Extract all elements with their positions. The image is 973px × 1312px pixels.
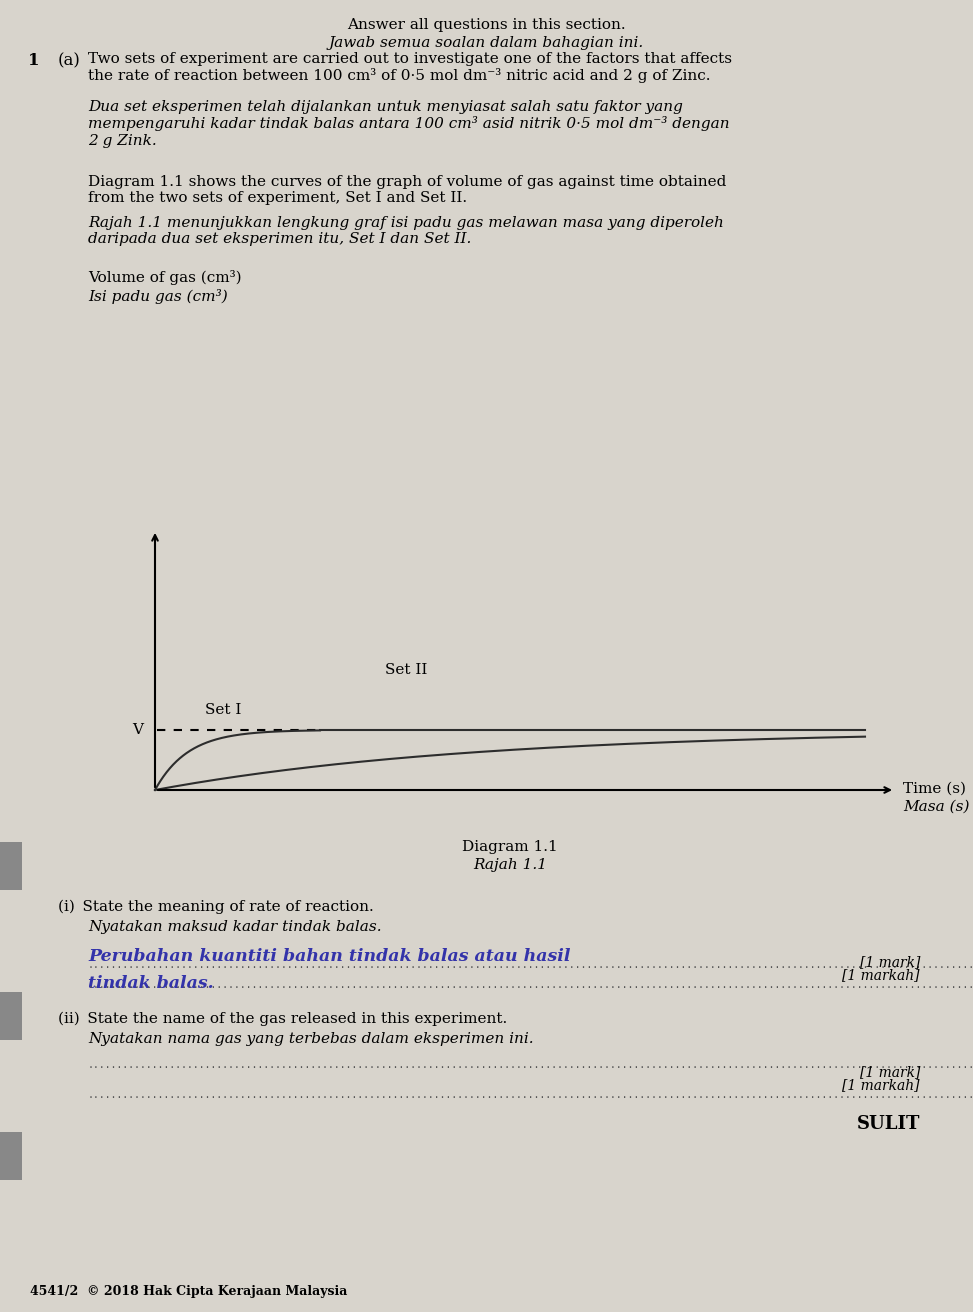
Text: 1: 1 (28, 52, 40, 70)
Bar (0, 992, 22, 1040)
Text: 4541/2  © 2018 Hak Cipta Kerajaan Malaysia: 4541/2 © 2018 Hak Cipta Kerajaan Malaysi… (30, 1284, 347, 1298)
Text: tindak balas.: tindak balas. (88, 975, 214, 992)
Text: [1 markah]: [1 markah] (843, 1078, 920, 1092)
Bar (0, 842, 22, 890)
Text: Set I: Set I (205, 703, 241, 716)
Text: Rajah 1.1 menunjukkan lengkung graf isi padu gas melawan masa yang diperoleh
dar: Rajah 1.1 menunjukkan lengkung graf isi … (88, 216, 724, 247)
Text: Volume of gas (cm³): Volume of gas (cm³) (88, 270, 241, 285)
Text: Isi padu gas (cm³): Isi padu gas (cm³) (88, 289, 228, 304)
Text: Diagram 1.1 shows the curves of the graph of volume of gas against time obtained: Diagram 1.1 shows the curves of the grap… (88, 174, 727, 205)
Text: Set II: Set II (385, 663, 427, 677)
Text: Two sets of experiment are carried out to investigate one of the factors that af: Two sets of experiment are carried out t… (88, 52, 732, 84)
Text: (ii) State the name of the gas released in this experiment.: (ii) State the name of the gas released … (58, 1012, 507, 1026)
Text: ................................................................................: ........................................… (88, 960, 973, 970)
Text: Dua set eksperimen telah dijalankan untuk menyiasat salah satu faktor yang
mempe: Dua set eksperimen telah dijalankan untu… (88, 100, 730, 147)
Text: Perubahan kuantiti bahan tindak balas atau hasil: Perubahan kuantiti bahan tindak balas at… (88, 949, 570, 966)
Text: [1 mark]: [1 mark] (859, 955, 920, 970)
Text: [1 mark]: [1 mark] (859, 1065, 920, 1078)
Text: Nyatakan nama gas yang terbebas dalam eksperimen ini.: Nyatakan nama gas yang terbebas dalam ek… (88, 1033, 533, 1046)
Text: Jawab semua soalan dalam bahagian ini.: Jawab semua soalan dalam bahagian ini. (328, 35, 643, 50)
Text: Nyatakan maksud kadar tindak balas.: Nyatakan maksud kadar tindak balas. (88, 920, 381, 934)
Text: (i) State the meaning of rate of reaction.: (i) State the meaning of rate of reactio… (58, 900, 374, 914)
Text: ................................................................................: ........................................… (88, 1060, 973, 1071)
Text: Answer all questions in this section.: Answer all questions in this section. (346, 18, 626, 31)
Text: Diagram 1.1: Diagram 1.1 (462, 840, 558, 854)
Text: V: V (132, 723, 143, 737)
Text: ................................................................................: ........................................… (88, 980, 973, 991)
Text: Time (s): Time (s) (903, 782, 966, 796)
Text: [1 markah]: [1 markah] (843, 968, 920, 981)
Text: (a): (a) (58, 52, 81, 70)
Bar (0, 1132, 22, 1179)
Text: Masa (s): Masa (s) (903, 800, 969, 813)
Text: ................................................................................: ........................................… (88, 1090, 973, 1099)
Text: SULIT: SULIT (856, 1115, 920, 1134)
Text: Rajah 1.1: Rajah 1.1 (473, 858, 547, 872)
